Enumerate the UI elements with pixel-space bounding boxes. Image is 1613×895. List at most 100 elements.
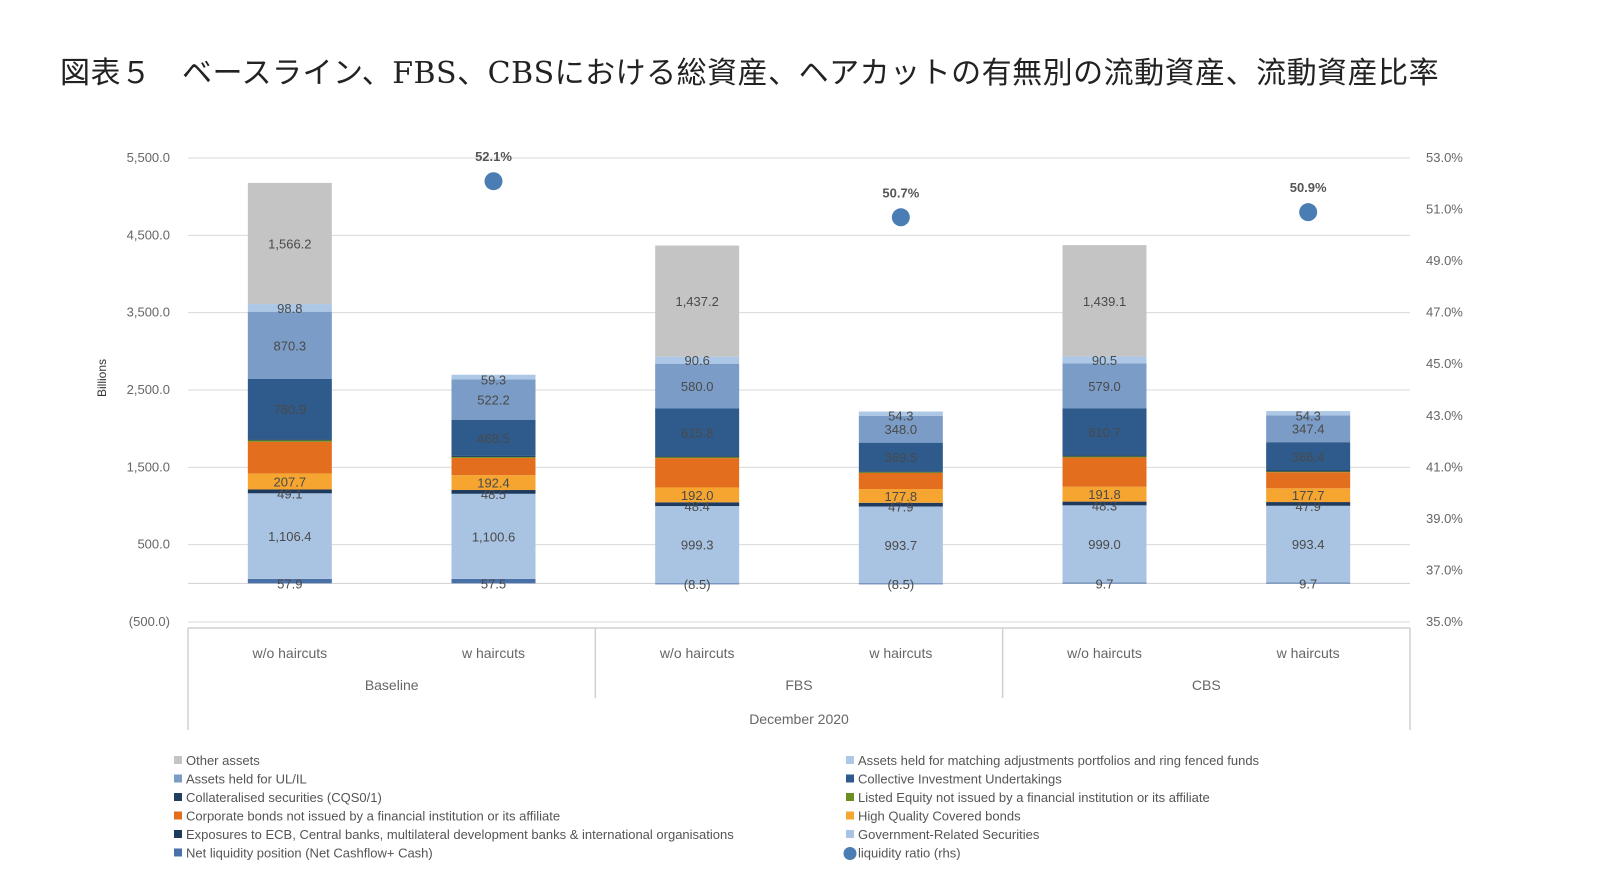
bar-segment bbox=[1062, 245, 1147, 357]
y-tick-label: 5,500.0 bbox=[127, 150, 170, 165]
bar-segment bbox=[655, 363, 740, 409]
legend-marker bbox=[174, 793, 182, 801]
data-label: (8.5) bbox=[887, 577, 914, 592]
liquidity-ratio-label: 50.7% bbox=[882, 185, 919, 200]
legend-marker bbox=[846, 811, 854, 820]
y-tick-label: 3,500.0 bbox=[127, 305, 170, 320]
data-label: 522.2 bbox=[477, 393, 510, 408]
bars bbox=[247, 182, 1351, 585]
data-label: 177.8 bbox=[885, 489, 918, 504]
liquidity-ratio-point bbox=[891, 208, 910, 227]
x-category-label: w/o haircuts bbox=[1066, 645, 1142, 661]
data-label: 192.0 bbox=[681, 488, 714, 503]
liquidity-ratio-point bbox=[1299, 203, 1318, 222]
legend-marker bbox=[846, 793, 854, 801]
bar-segment bbox=[1266, 415, 1351, 443]
bar-segment bbox=[655, 245, 740, 357]
bar-segment bbox=[858, 502, 943, 507]
data-label: 90.6 bbox=[685, 353, 710, 368]
x-category-label: w haircuts bbox=[868, 645, 932, 661]
x-group-label: Baseline bbox=[365, 677, 419, 693]
x-date-label: December 2020 bbox=[749, 711, 849, 727]
legend-label: Net liquidity position (Net Cashflow+ Ca… bbox=[186, 846, 433, 861]
y2-tick-label: 41.0% bbox=[1426, 459, 1463, 474]
bar-segment bbox=[451, 374, 536, 380]
legend-label: Listed Equity not issued by a financial … bbox=[858, 790, 1210, 805]
legend-marker bbox=[174, 774, 182, 783]
bar-segment bbox=[655, 408, 740, 457]
y2-tick-label: 35.0% bbox=[1426, 614, 1463, 629]
liquidity-ratio-label: 50.9% bbox=[1290, 180, 1327, 195]
page-title: 図表５ ベースライン、FBS、CBSにおける総資産、ヘアカットの有無別の流動資産… bbox=[60, 56, 1440, 91]
legend-label: Collateralised securities (CQS0/1) bbox=[186, 790, 382, 805]
x-category-label: w haircuts bbox=[1276, 645, 1340, 661]
data-label: 98.8 bbox=[277, 301, 302, 316]
bar-segment bbox=[858, 583, 943, 585]
legend-marker bbox=[174, 848, 182, 857]
y2-tick-label: 45.0% bbox=[1426, 356, 1463, 371]
bar-segment bbox=[1062, 356, 1147, 364]
data-label: 1,439.1 bbox=[1083, 294, 1126, 309]
bar-segment bbox=[451, 457, 536, 476]
data-label: 48.5 bbox=[481, 487, 506, 502]
bar-segment bbox=[1266, 472, 1351, 489]
bar-segment bbox=[655, 502, 740, 507]
data-label: 207.7 bbox=[274, 474, 307, 489]
bar-segment bbox=[1266, 488, 1351, 503]
bar-segment bbox=[1062, 363, 1147, 409]
liquidity-ratio-points: 52.1% 50.7% 50.9% bbox=[475, 149, 1327, 227]
y2-tick-label: 53.0% bbox=[1426, 150, 1463, 165]
x-category-label: w haircuts bbox=[461, 645, 525, 661]
bar-segment bbox=[1266, 411, 1351, 416]
bar-segment bbox=[655, 583, 740, 585]
y2-tick-label: 43.0% bbox=[1426, 408, 1463, 423]
data-label: 999.0 bbox=[1088, 537, 1121, 552]
data-label: 993.4 bbox=[1292, 537, 1325, 552]
data-label: 870.3 bbox=[274, 338, 307, 353]
legend-marker bbox=[843, 847, 857, 860]
y2-tick-label: 49.0% bbox=[1426, 253, 1463, 268]
bar-segment bbox=[655, 456, 740, 459]
legend-label: Assets held for UL/IL bbox=[186, 772, 307, 787]
bar-segment bbox=[247, 439, 332, 441]
data-label: 1,437.2 bbox=[675, 294, 718, 309]
data-label: 9.7 bbox=[1095, 576, 1113, 591]
bar-segment bbox=[1062, 455, 1147, 457]
bar-segment bbox=[451, 455, 536, 457]
bar-segment bbox=[451, 419, 536, 456]
y-tick-label: (500.0) bbox=[129, 614, 170, 629]
data-label: 9.7 bbox=[1299, 576, 1317, 591]
legend-marker bbox=[174, 811, 182, 820]
bar-segment bbox=[858, 471, 943, 473]
bar-segment bbox=[451, 475, 536, 491]
data-label: 47.9 bbox=[888, 499, 913, 514]
legend-marker bbox=[846, 756, 854, 764]
y-tick-label: 4,500.0 bbox=[127, 227, 170, 242]
bar-segment bbox=[451, 578, 536, 584]
data-label: 90.5 bbox=[1092, 353, 1117, 368]
y-tick-label: 2,500.0 bbox=[127, 382, 170, 397]
y-axis-right: 53.0% 51.0% 49.0% 47.0% 45.0% 43.0% 41.0% 39.0%… bbox=[1426, 150, 1463, 629]
bar-segment bbox=[1062, 505, 1147, 583]
bar-segment bbox=[247, 439, 332, 442]
data-label: 468.5 bbox=[477, 431, 510, 446]
legend-label: liquidity ratio (rhs) bbox=[858, 846, 961, 861]
data-label: 48.3 bbox=[1092, 498, 1117, 513]
bar-segment bbox=[1062, 457, 1147, 487]
y2-tick-label: 37.0% bbox=[1426, 562, 1463, 577]
data-label: 54.3 bbox=[1296, 408, 1321, 423]
bar-segment bbox=[1062, 455, 1147, 458]
bar-segment bbox=[247, 473, 332, 490]
data-label: 191.8 bbox=[1088, 487, 1121, 502]
data-label: 999.3 bbox=[681, 538, 714, 553]
legend-label: Collective Investment Undertakings bbox=[858, 772, 1062, 787]
data-label: 57.5 bbox=[481, 576, 506, 591]
x-group-label: CBS bbox=[1192, 677, 1221, 693]
bar-segment bbox=[858, 411, 943, 416]
gridlines bbox=[188, 157, 1410, 623]
x-category-label: w/o haircuts bbox=[251, 645, 327, 661]
x-category-label: w/o haircuts bbox=[659, 645, 735, 661]
bar-segment bbox=[451, 490, 536, 494]
bar-segment bbox=[655, 458, 740, 488]
